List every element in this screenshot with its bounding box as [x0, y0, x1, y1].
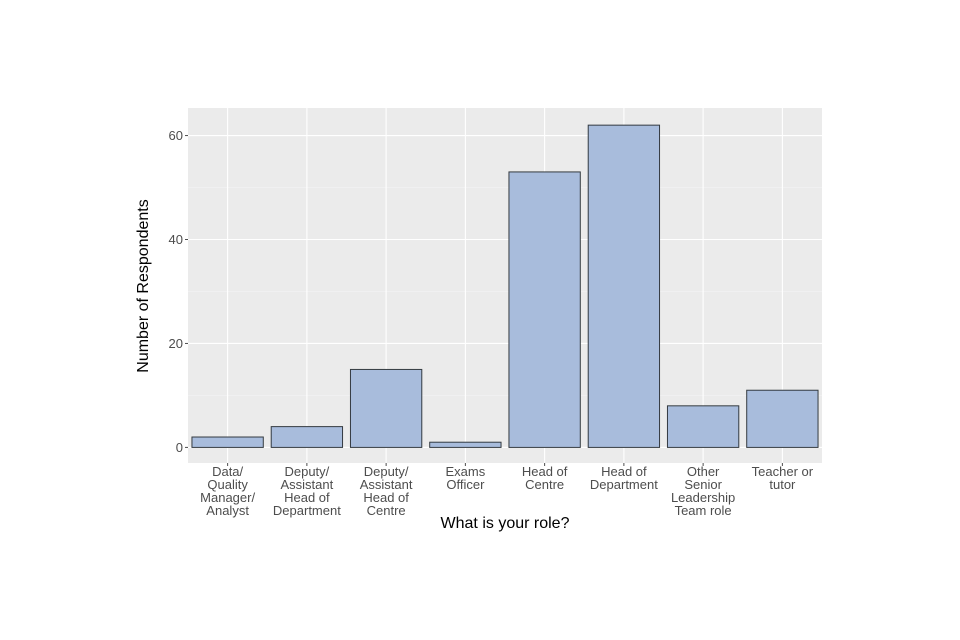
bar	[349, 368, 423, 448]
y-tick-label: 60	[169, 128, 183, 143]
bar	[746, 389, 819, 448]
y-tick-label: 40	[169, 232, 183, 247]
x-tick-label: Head of Centre	[522, 464, 568, 492]
bar	[191, 436, 264, 448]
bar	[508, 171, 581, 448]
plot-panel	[188, 108, 822, 463]
x-tick-label: Deputy/Assistant Head of Department	[273, 464, 341, 518]
x-tick-label: Exams Officer	[446, 464, 486, 492]
bar	[587, 124, 661, 448]
y-tick-label: 0	[176, 440, 183, 455]
x-tick-label: Head of Department	[590, 464, 658, 492]
bar	[270, 426, 344, 448]
y-axis-title: Number of Respondents	[135, 199, 152, 372]
x-tick-label: Data/Quality Manager/Analyst	[200, 464, 255, 518]
x-tick-label: Other Senior Leadership Team role	[671, 464, 735, 518]
x-tick-label: Teacher or tutor	[752, 464, 814, 492]
x-axis-ticks: Data/Quality Manager/Analyst Deputy/Assist…	[200, 463, 814, 518]
bar	[429, 441, 502, 448]
y-tick-label: 20	[169, 336, 183, 351]
bars	[191, 124, 819, 448]
x-axis-title: What is your role?	[441, 515, 570, 532]
y-axis-ticks: 0 20 40 60	[169, 128, 188, 455]
x-tick-label: Deputy/Assistant Head of Centre	[360, 464, 413, 518]
bar	[666, 405, 740, 448]
